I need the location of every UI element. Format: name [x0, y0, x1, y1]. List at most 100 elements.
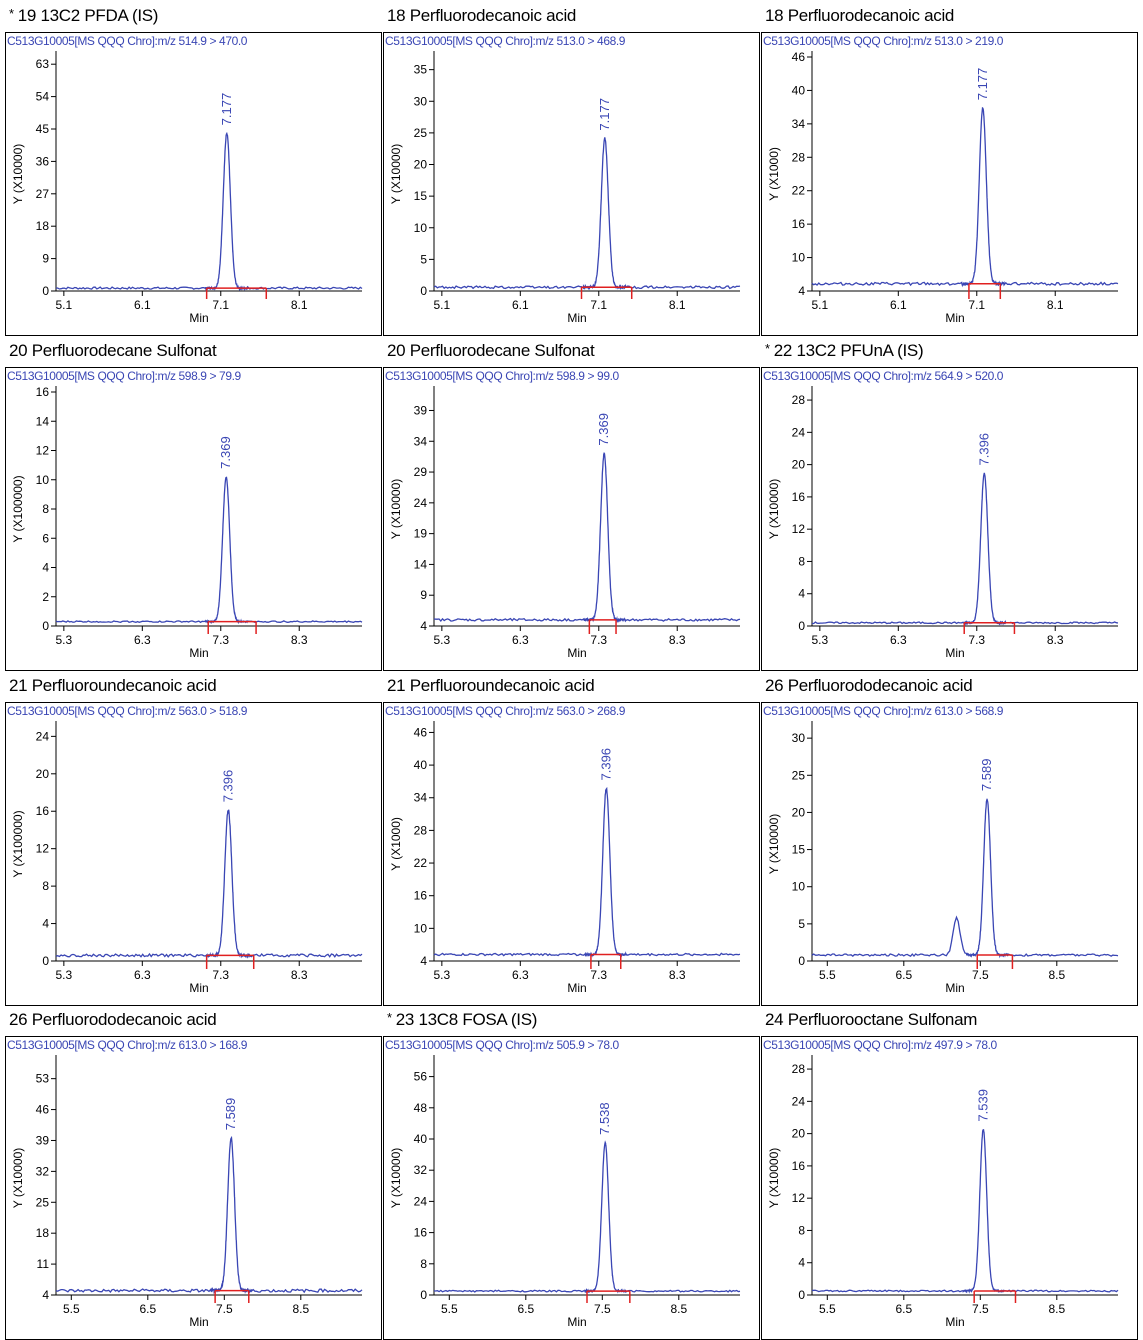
y-tick-label: 36 [36, 154, 50, 168]
peak-rt-label: 7.369 [596, 413, 611, 446]
y-tick-label: 27 [36, 187, 50, 201]
y-tick-label: 4 [42, 1288, 49, 1302]
y-tick-label: 45 [36, 122, 50, 136]
y-tick-label: 39 [36, 1133, 50, 1147]
chromatogram-frame: C513G10005[MS QQQ Chro]:m/z 514.9 > 470.… [5, 32, 382, 336]
y-tick-label: 34 [792, 117, 806, 131]
y-tick-label: 0 [798, 954, 805, 968]
compound-name: 21 Perfluoroundecanoic acid [387, 676, 595, 695]
y-tick-label: 24 [36, 729, 50, 743]
x-axis-label: Min [567, 311, 586, 325]
chromatogram-plot: 4 10 16 22 28 34 40 46 5.3 6.3 7.3 8.3 Y (X1000) Min 7… [389, 721, 741, 995]
x-tick-label: 7.5 [594, 1302, 611, 1316]
peak-rt-label: 7.177 [597, 98, 612, 131]
chromatogram-frame: C513G10005[MS QQQ Chro]:m/z 563.0 > 268.… [383, 702, 760, 1006]
panel-title: 20 Perfluorodecane Sulfonat [387, 341, 595, 361]
y-tick-label: 12 [36, 444, 50, 458]
x-axis-label: Min [189, 311, 208, 325]
chromatogram-trace [811, 798, 1119, 959]
compound-name: 18 Perfluorodecanoic acid [765, 6, 955, 25]
x-tick-label: 5.5 [441, 1302, 458, 1316]
y-tick-label: 28 [792, 1062, 806, 1076]
y-tick-label: 11 [37, 1257, 50, 1271]
chromatogram-trace [433, 786, 741, 959]
transition-label: C513G10005[MS QQQ Chro]:m/z 564.9 > 520.… [763, 369, 1004, 383]
y-axis-label: Y (X1000) [767, 147, 781, 201]
chromatogram-trace [811, 1129, 1119, 1294]
y-tick-label: 18 [36, 1226, 50, 1240]
integration-marker [976, 954, 1014, 969]
y-tick-label: 4 [798, 1256, 805, 1270]
x-tick-label: 8.3 [291, 633, 308, 647]
y-tick-label: 10 [792, 880, 806, 894]
integration-marker [214, 1289, 250, 1303]
y-axis-label: Y (X10000) [767, 479, 781, 540]
x-tick-label: 7.1 [212, 298, 229, 312]
integration-marker [207, 620, 257, 634]
y-tick-label: 28 [792, 393, 806, 407]
y-tick-label: 28 [792, 150, 806, 164]
y-tick-label: 16 [36, 804, 50, 818]
y-tick-label: 25 [792, 768, 806, 782]
x-tick-label: 5.5 [63, 1302, 80, 1316]
x-tick-label: 5.3 [434, 633, 451, 647]
y-tick-label: 5 [420, 252, 427, 266]
y-axis-label: Y (X100000) [11, 810, 25, 877]
panel-title: * 19 13C2 PFDA (IS) [9, 6, 158, 26]
peak-rt-label: 7.177 [219, 93, 234, 126]
y-axis-label: Y (X10000) [389, 1148, 403, 1209]
y-tick-label: 40 [414, 1132, 428, 1146]
x-tick-label: 5.3 [56, 968, 73, 982]
chromatogram-panel: * 22 13C2 PFUnA (IS) C513G10005[MS QQQ Chr… [761, 337, 1138, 671]
integration-marker [968, 283, 1002, 299]
integration-marker [205, 954, 255, 969]
chromatogram-frame: C513G10005[MS QQQ Chro]:m/z 598.9 > 79.9… [5, 367, 382, 671]
x-tick-label: 6.1 [134, 298, 151, 312]
integration-marker [586, 1290, 631, 1303]
panel-title: 26 Perfluorododecanoic acid [9, 1010, 217, 1030]
x-tick-label: 8.5 [1048, 968, 1065, 982]
chromatogram-frame: C513G10005[MS QQQ Chro]:m/z 613.0 > 568.… [761, 702, 1138, 1006]
y-tick-label: 16 [792, 217, 806, 231]
transition-label: C513G10005[MS QQQ Chro]:m/z 563.0 > 518.… [7, 704, 248, 718]
y-tick-label: 19 [414, 527, 428, 541]
chromatogram-plot: 0 4 8 12 16 20 24 5.3 6.3 7.3 8.3 Y (X100000) Min 7.3… [11, 721, 363, 995]
x-tick-label: 8.3 [669, 633, 686, 647]
x-tick-label: 7.1 [968, 298, 985, 312]
y-tick-label: 4 [798, 587, 805, 601]
y-tick-label: 54 [36, 90, 50, 104]
y-tick-label: 63 [36, 57, 50, 71]
x-tick-label: 5.5 [819, 968, 836, 982]
chromatogram-trace [55, 809, 363, 959]
panel-title: 21 Perfluoroundecanoic acid [9, 676, 217, 696]
y-tick-label: 32 [414, 1163, 428, 1177]
peak-rt-label: 7.396 [598, 748, 613, 781]
x-tick-label: 7.5 [972, 1302, 989, 1316]
chromatogram-trace [812, 472, 1119, 626]
peak-rt-label: 7.589 [223, 1098, 238, 1131]
y-tick-label: 12 [792, 522, 806, 536]
x-tick-label: 7.3 [968, 633, 985, 647]
y-tick-label: 0 [42, 954, 49, 968]
peak-rt-label: 7.589 [979, 759, 994, 792]
y-axis-label: Y (X10000) [767, 1148, 781, 1209]
y-tick-label: 18 [36, 219, 50, 233]
x-tick-label: 6.1 [890, 298, 907, 312]
internal-standard-marker: * [9, 6, 14, 21]
y-tick-label: 22 [414, 856, 428, 870]
x-tick-label: 5.1 [434, 298, 451, 312]
panel-title: 21 Perfluoroundecanoic acid [387, 676, 595, 696]
x-axis-label: Min [945, 646, 964, 660]
y-tick-label: 32 [36, 1164, 50, 1178]
chromatogram-plot: 0 4 8 12 16 20 24 28 5.3 6.3 7.3 8.3 Y (X10000) Min 7.… [767, 386, 1119, 660]
compound-name: 20 Perfluorodecane Sulfonat [9, 341, 217, 360]
x-axis-label: Min [189, 981, 208, 995]
y-tick-label: 5 [798, 917, 805, 931]
panel-title: 18 Perfluorodecanoic acid [387, 6, 576, 26]
x-axis-label: Min [945, 311, 964, 325]
chromatogram-panel: 26 Perfluorododecanoic acid C513G10005[MS… [5, 1006, 382, 1340]
peak-rt-label: 7.396 [220, 770, 235, 803]
chromatogram-frame: C513G10005[MS QQQ Chro]:m/z 563.0 > 518.… [5, 702, 382, 1006]
y-tick-label: 48 [414, 1101, 428, 1115]
compound-name: 18 Perfluorodecanoic acid [387, 6, 577, 25]
